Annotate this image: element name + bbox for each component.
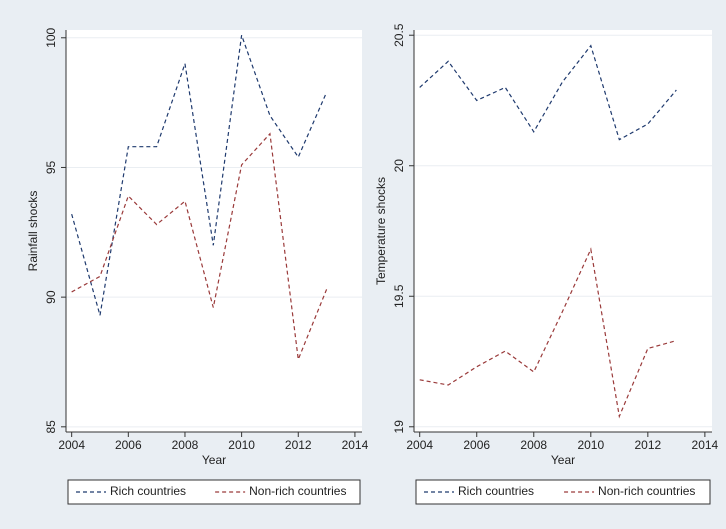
legend-label: Non-rich countries xyxy=(249,484,346,498)
y-tick-label: 85 xyxy=(44,420,58,434)
legend-box xyxy=(415,479,711,505)
y-tick-label: 90 xyxy=(44,290,58,304)
x-tick-label: 2012 xyxy=(634,438,661,452)
line-series xyxy=(419,247,677,419)
x-tick-label: 2006 xyxy=(115,438,142,452)
legend-label: Rich countries xyxy=(110,484,186,498)
legend-box xyxy=(67,479,361,505)
x-tick-label: 2010 xyxy=(577,438,604,452)
y-tick-label: 19.5 xyxy=(392,284,406,308)
y-tick-label: 20.5 xyxy=(392,23,406,47)
y-tick-label: 95 xyxy=(44,160,58,174)
x-tick-label: 2004 xyxy=(58,438,85,452)
x-axis-label: Year xyxy=(202,453,226,467)
x-tick-label: 2012 xyxy=(285,438,312,452)
line-series xyxy=(419,44,677,141)
plot-area xyxy=(66,30,362,432)
y-tick-label: 100 xyxy=(44,27,58,47)
line-series xyxy=(71,132,328,362)
y-axis-label: Temperature shocks xyxy=(374,177,388,285)
line-series xyxy=(71,34,328,316)
x-tick-label: 2004 xyxy=(406,438,433,452)
legend-label: Non-rich countries xyxy=(598,484,695,498)
legend-label: Rich countries xyxy=(458,484,534,498)
x-tick-label: 2010 xyxy=(228,438,255,452)
x-tick-label: 2014 xyxy=(342,438,369,452)
x-tick-label: 2008 xyxy=(172,438,199,452)
y-tick-label: 20 xyxy=(392,159,406,173)
x-tick-label: 2014 xyxy=(692,438,719,452)
y-tick-label: 19 xyxy=(392,420,406,434)
plot-area xyxy=(414,30,712,432)
x-axis-label: Year xyxy=(551,453,575,467)
y-axis-label: Rainfall shocks xyxy=(26,191,40,272)
x-tick-label: 2006 xyxy=(463,438,490,452)
x-tick-label: 2008 xyxy=(520,438,547,452)
